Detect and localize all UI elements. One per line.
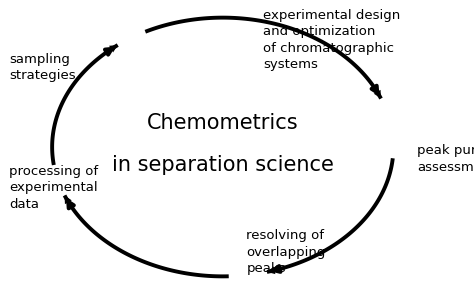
Text: experimental design
and optimization
of chromatographic
systems: experimental design and optimization of … [263,9,401,71]
Text: resolving of
overlapping
peaks: resolving of overlapping peaks [246,229,326,275]
Text: sampling
strategies: sampling strategies [9,53,76,82]
Text: peak purity
assessment: peak purity assessment [417,144,474,173]
Text: in separation science: in separation science [112,155,334,175]
Text: Chemometrics: Chemometrics [147,113,299,133]
Text: processing of
experimental
data: processing of experimental data [9,165,99,211]
